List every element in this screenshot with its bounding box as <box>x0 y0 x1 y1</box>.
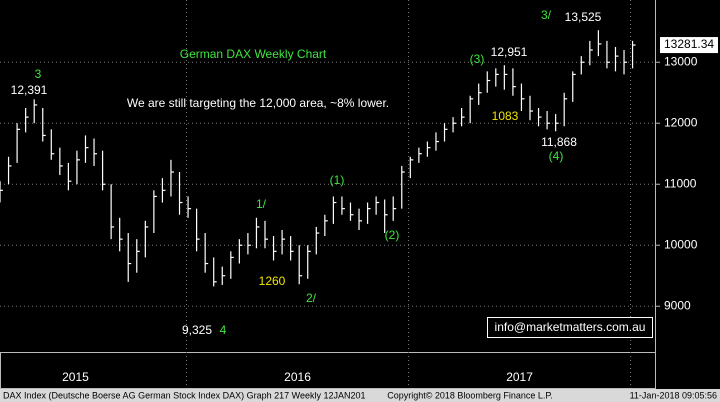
price-label: 9,325 <box>182 323 212 337</box>
wave-label: (2) <box>385 228 400 242</box>
price-label: 12,951 <box>491 45 528 59</box>
footer-left: DAX Index (Deutsche Boerse AG German Sto… <box>3 390 366 400</box>
wave-label: (1) <box>330 173 345 187</box>
email-box <box>487 317 653 338</box>
point-label: 1083 <box>492 109 519 123</box>
wave-label: 4 <box>220 323 227 337</box>
plot: 9000 10000 11000 12000 13000 2015 2016 2017 <box>0 0 698 388</box>
footer-bar <box>0 389 720 402</box>
email: info@marketmatters.com.au <box>495 320 646 334</box>
price-label: 11,868 <box>541 135 577 149</box>
x-tick-label: 2016 <box>284 370 311 384</box>
price-label: 12,391 <box>11 83 48 97</box>
point-label: 1260 <box>259 274 286 288</box>
price-label: 13,525 <box>565 10 602 24</box>
annotation: We are still targeting the 12,000 area, … <box>127 96 389 110</box>
footer-center: Copyright© 2018 Bloomberg Finance L.P. <box>387 390 553 400</box>
y-tick-label: 9000 <box>664 298 691 312</box>
wave-label: 1/ <box>256 197 267 211</box>
y-tick-label: 11000 <box>664 176 697 190</box>
wave-label: 3/ <box>541 8 552 22</box>
footer-right: 11-Jan-2018 09:05:56 <box>630 390 717 400</box>
y-tick-label: 12000 <box>664 115 698 129</box>
wave-label: (4) <box>549 149 564 163</box>
x-axis-band <box>0 352 656 389</box>
last-price-label: 13281.34 <box>664 37 714 51</box>
last-price-tag <box>660 37 718 54</box>
y-tick-label: 10000 <box>664 237 698 251</box>
wave-label: (3) <box>470 52 485 66</box>
wave-label: 3 <box>35 67 42 81</box>
x-tick-label: 2015 <box>62 370 89 384</box>
y-tick-label: 13000 <box>664 54 698 68</box>
chart-title: German DAX Weekly Chart <box>180 47 327 61</box>
x-tick-label: 2017 <box>506 370 533 384</box>
wave-label: 2/ <box>306 291 317 305</box>
